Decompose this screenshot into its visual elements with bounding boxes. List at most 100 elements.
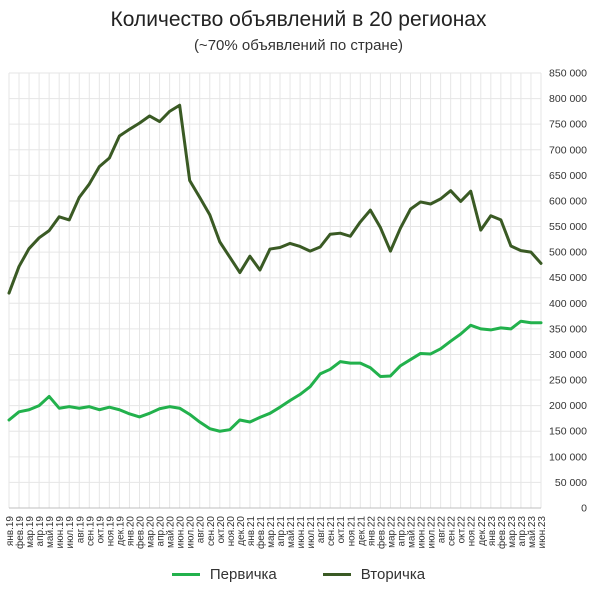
x-tick-label: фев.19 [14,516,26,549]
x-tick-label: дек.22 [477,516,488,546]
y-tick-label: 550 000 [549,221,587,233]
x-tick-label: сен.19 [85,516,96,546]
data-point [68,405,71,408]
x-tick-label: ноя.19 [105,516,116,547]
x-tick-label: окт.19 [95,516,106,544]
series-group [7,103,543,433]
x-tick-label: сен.22 [447,516,458,546]
x-tick-label: дек.20 [236,516,247,546]
x-tick-label: дек.21 [356,516,367,546]
x-tick-label: окт.21 [336,516,347,544]
x-axis: янв.19 фев.19 мар.19 апр.19 май.19 июн.19 июл.… [5,516,548,549]
x-tick-label: май.22 [407,516,418,548]
legend-item-primary: Первичка [171,566,277,583]
data-point [7,291,11,295]
x-tick-label: янв.23 [487,516,498,547]
data-point [439,197,442,201]
y-axis: 0 50 000 100 000 150 000 200 000 250 000 300 0… [549,68,587,515]
data-point [288,399,292,402]
data-point [238,271,242,274]
data-point [409,207,412,211]
x-tick-label: янв.19 [5,516,16,547]
data-point [268,247,272,251]
x-tick-label: июн.23 [537,516,548,549]
data-point [509,244,513,248]
x-tick-label: май.23 [527,516,538,548]
x-tick-label: май.19 [45,516,56,548]
data-point [158,407,161,410]
y-tick-label: 250 000 [549,375,587,387]
y-tick-label: 200 000 [549,400,587,412]
x-tick-label: ноя.20 [226,516,237,547]
data-point [298,245,302,248]
data-point [308,385,312,388]
y-tick-label: 400 000 [549,298,587,310]
x-tick-label: июн.19 [55,516,66,549]
legend-swatch-primary [171,573,200,576]
x-tick-label: май.21 [286,516,297,548]
data-point [459,200,462,203]
data-point [208,427,211,430]
x-tick-label: окт.20 [216,516,227,544]
x-tick-label: ноя.22 [467,516,478,547]
legend-swatch-secondary [322,573,351,576]
data-point [359,361,362,365]
data-point [228,428,232,431]
x-tick-label: дек.19 [115,516,126,546]
data-point [329,368,332,371]
x-tick-label: мар.23 [507,516,518,548]
x-tick-label: апр.21 [276,516,287,547]
data-point [389,374,392,378]
data-point [37,236,41,239]
data-point [248,420,252,424]
y-tick-label: 0 [581,503,587,515]
data-point [118,134,121,138]
data-point [17,410,21,413]
data-point [479,228,482,232]
data-point [389,249,392,253]
x-tick-label: июн.22 [417,516,428,549]
data-point [47,229,51,232]
data-point [369,208,372,212]
gridlines [8,72,542,509]
data-point [198,196,201,199]
data-point [539,262,543,265]
x-tick-label: июл.19 [65,516,76,549]
data-point [449,339,452,343]
x-tick-label: фев.22 [375,516,387,549]
data-point [419,352,422,355]
x-tick-label: июл.21 [306,516,317,549]
x-tick-label: авг.22 [437,516,448,544]
data-point [349,361,352,365]
x-tick-label: июл.22 [427,516,438,549]
x-tick-label: окт.22 [457,516,468,544]
y-tick-label: 450 000 [549,272,587,284]
data-point [57,215,61,219]
data-point [258,416,262,419]
data-point [298,393,302,396]
data-point [98,408,101,411]
series-line-primary [7,319,543,433]
data-point [158,120,161,123]
x-tick-label: сен.20 [206,516,217,546]
data-point [118,408,121,411]
chart-title: Количество объявлений в 20 регионах [110,8,487,31]
x-tick-label: апр.20 [156,516,167,547]
data-point [529,250,533,254]
data-point [379,226,382,229]
legend-label-secondary: Вторичка [360,566,426,583]
x-tick-label: мар.21 [266,516,277,548]
x-tick-label: авг.19 [75,516,86,544]
x-tick-label: июн.21 [296,516,307,549]
data-point [499,326,503,330]
x-tick-label: мар.22 [386,516,397,548]
x-tick-label: фев.20 [134,516,146,549]
data-point [419,200,422,204]
x-tick-label: мар.20 [146,516,157,548]
data-point [27,408,31,411]
x-tick-label: ноя.21 [346,516,357,547]
series-points-primary [7,320,543,433]
data-point [27,247,31,250]
data-point [318,245,322,249]
data-point [148,412,151,415]
